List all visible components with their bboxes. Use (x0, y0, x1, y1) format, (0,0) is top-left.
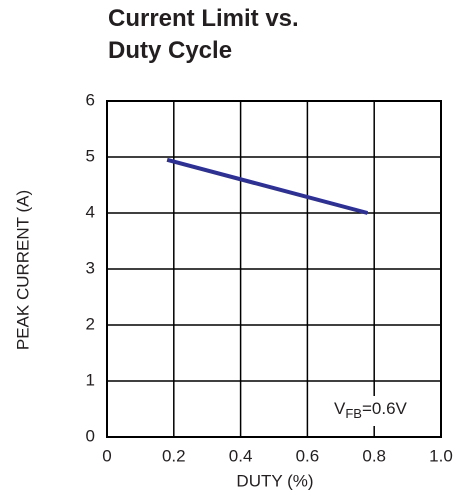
annotation-bg (332, 396, 432, 426)
x-tick-label: 0 (102, 446, 111, 465)
data-line (166, 157, 369, 215)
y-tick-label: 1 (86, 370, 95, 389)
x-tick-label: 0.4 (229, 446, 253, 465)
y-tick-label: 2 (86, 314, 95, 333)
annotation-rest: =0.6V (362, 399, 408, 418)
chart-title: Current Limit vs. (108, 5, 299, 32)
y-tick-label: 4 (86, 202, 95, 221)
plot-frame (106, 100, 442, 438)
x-tick-label: 0.8 (362, 446, 386, 465)
chart-title: Duty Cycle (108, 37, 232, 64)
x-axis-label: DUTY (%) (236, 471, 313, 490)
x-tick-label: 1.0 (429, 446, 453, 465)
x-tick-label: 0.2 (162, 446, 186, 465)
y-tick-label: 5 (86, 146, 95, 165)
annotation: VFB=0.6V (334, 399, 408, 421)
y-axis-label: PEAK CURRENT (A) (13, 190, 32, 350)
y-tick-label: 3 (86, 258, 95, 277)
annotation-main: V (334, 399, 346, 418)
y-tick-label: 0 (86, 426, 95, 445)
y-tick-label: 6 (86, 90, 95, 109)
x-tick-label: 0.6 (296, 446, 320, 465)
annotation-sub: FB (345, 406, 362, 421)
